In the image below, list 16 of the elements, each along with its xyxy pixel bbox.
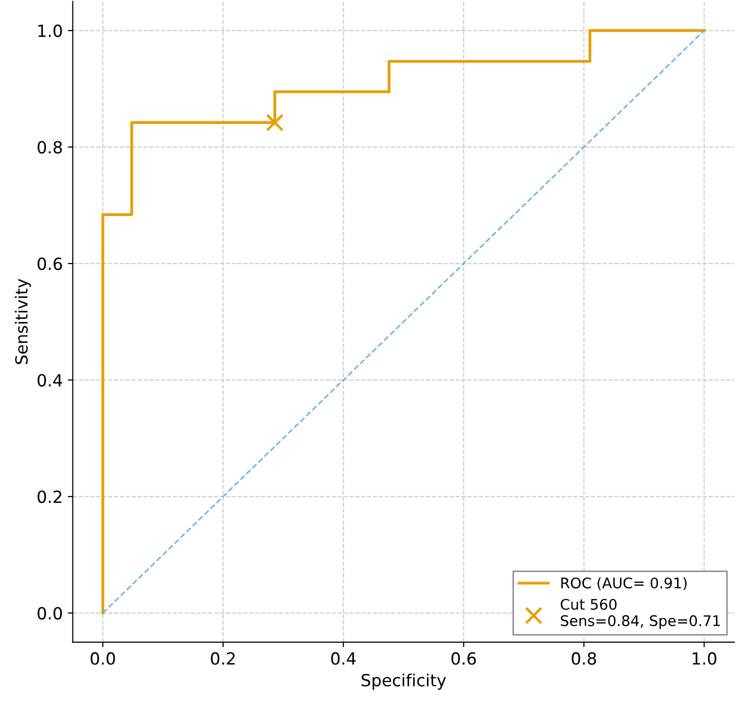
x-tick-label: 0.8	[572, 652, 596, 665]
legend-label: Cut 560 Sens=0.84, Spe=0.71	[560, 598, 720, 630]
y-tick-label: 0.0	[38, 606, 62, 620]
y-tick-label: 0.8	[38, 141, 62, 154]
legend-label: ROC (AUC= 0.91)	[561, 577, 687, 590]
x-tick-label: 0.0	[90, 652, 115, 665]
x-tick-label: 0.6	[451, 652, 476, 665]
x-tick-label: 0.4	[331, 652, 356, 665]
y-tick-label: 0.2	[38, 490, 62, 504]
y-tick-label: 1.0	[38, 24, 62, 38]
y-axis-title: Sensitivity	[14, 278, 31, 364]
x-tick-label: 1.0	[692, 652, 716, 665]
y-tick-label: 0.4	[38, 374, 62, 387]
y-tick-label: 0.6	[38, 258, 62, 270]
x-axis-title: Specificity	[362, 674, 446, 690]
x-tick-label: 0.2	[210, 652, 235, 665]
